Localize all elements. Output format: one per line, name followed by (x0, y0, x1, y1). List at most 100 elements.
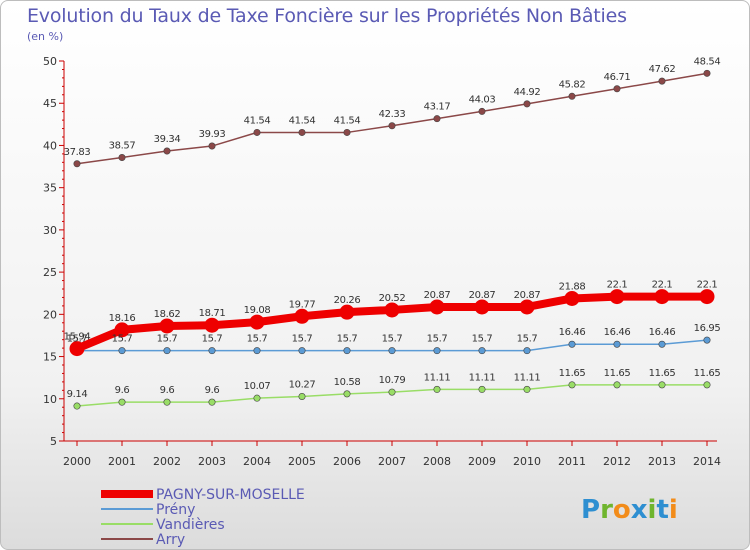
data-label: 15.7 (247, 334, 268, 345)
axes: 5 10 15 20 25 30 35 40 45 50 2000 2001 2002 2003 2004 2… (43, 55, 721, 468)
data-label: 44.03 (469, 94, 496, 105)
proxiti-logo: Proxiti (581, 495, 678, 525)
data-point (298, 128, 306, 136)
x-tick-label: 2014 (693, 455, 721, 468)
data-point (433, 347, 441, 355)
data-label: 15.7 (202, 334, 223, 345)
y-tick-label: 20 (43, 308, 57, 321)
data-point (208, 347, 216, 355)
x-tick-label: 2010 (513, 455, 541, 468)
chart-title: Evolution du Taux de Taxe Foncière sur l… (27, 5, 627, 27)
data-label: 19.77 (289, 299, 316, 310)
data-point (298, 392, 306, 400)
data-point (339, 304, 355, 320)
data-point (343, 128, 351, 136)
x-tick-label: 2004 (243, 455, 271, 468)
data-label: 15.7 (427, 334, 448, 345)
y-tick-label: 50 (43, 55, 57, 68)
data-label: 39.34 (154, 134, 181, 145)
logo-letter: i (648, 495, 657, 525)
logo-letter: r (600, 495, 613, 525)
data-point (658, 381, 666, 389)
data-label: 9.6 (115, 385, 130, 396)
data-point (253, 128, 261, 136)
y-tick-label: 15 (43, 351, 57, 364)
data-label: 20.87 (424, 290, 451, 301)
y-tick-label: 25 (43, 266, 57, 279)
data-label: 41.54 (244, 115, 271, 126)
data-label: 10.58 (334, 377, 361, 388)
data-label: 15.94 (64, 332, 91, 343)
data-label: 15.7 (112, 334, 133, 345)
data-label: 11.11 (424, 372, 451, 383)
y-unit-label: (en %) (27, 30, 64, 43)
data-label: 20.52 (379, 293, 406, 304)
data-point (118, 398, 126, 406)
x-tick-label: 2002 (153, 455, 181, 468)
data-point (208, 398, 216, 406)
data-label: 15.7 (337, 334, 358, 345)
x-tick-label: 2001 (108, 455, 136, 468)
data-label: 20.26 (334, 295, 361, 306)
data-point (523, 385, 531, 393)
x-tick-label: 2013 (648, 455, 676, 468)
legend-label: Arry (156, 532, 185, 548)
data-point (433, 385, 441, 393)
data-label: 11.65 (649, 368, 676, 379)
data-label: 37.83 (64, 147, 91, 158)
x-tick-label: 2007 (378, 455, 406, 468)
data-label: 21.88 (559, 281, 586, 292)
logo-letter: o (613, 495, 631, 525)
data-point (568, 340, 576, 348)
data-point (114, 322, 130, 338)
data-point (159, 318, 175, 334)
data-point (478, 347, 486, 355)
data-point (249, 314, 265, 330)
data-point (294, 308, 310, 324)
data-point (699, 289, 715, 305)
data-label: 16.46 (649, 327, 676, 338)
y-tick-label: 30 (43, 224, 57, 237)
data-label: 9.14 (67, 389, 88, 400)
data-point (654, 289, 670, 305)
data-point (384, 302, 400, 318)
logo-letter: x (631, 495, 648, 525)
data-label: 45.82 (559, 79, 586, 90)
data-point (703, 336, 711, 344)
data-point (564, 290, 580, 306)
data-label: 18.16 (109, 313, 136, 324)
data-label: 22.1 (652, 280, 673, 291)
data-label: 43.17 (424, 102, 451, 113)
data-label: 11.65 (694, 368, 721, 379)
data-point (523, 347, 531, 355)
data-label: 41.54 (334, 115, 361, 126)
data-point (204, 317, 220, 333)
data-point (118, 154, 126, 162)
data-label: 19.08 (244, 305, 271, 316)
data-label: 11.11 (469, 372, 496, 383)
data-point (478, 385, 486, 393)
data-point (568, 92, 576, 100)
y-tick-label: 5 (50, 435, 57, 448)
data-label: 47.62 (649, 64, 676, 75)
data-point (613, 85, 621, 93)
data-label: 11.11 (514, 372, 541, 383)
data-point (208, 142, 216, 150)
data-point (658, 77, 666, 85)
data-label: 10.79 (379, 375, 406, 386)
data-label: 44.92 (514, 87, 541, 98)
data-point (73, 402, 81, 410)
y-tick-label: 45 (43, 97, 57, 110)
x-tick-label: 2009 (468, 455, 496, 468)
logo-letter: i (669, 495, 678, 525)
data-point (613, 340, 621, 348)
data-label: 9.6 (205, 385, 220, 396)
data-point (69, 341, 85, 357)
y-tick-label: 40 (43, 139, 57, 152)
data-label: 18.62 (154, 309, 181, 320)
data-label: 10.07 (244, 381, 271, 392)
data-label: 48.54 (694, 56, 721, 67)
data-point (568, 381, 576, 389)
